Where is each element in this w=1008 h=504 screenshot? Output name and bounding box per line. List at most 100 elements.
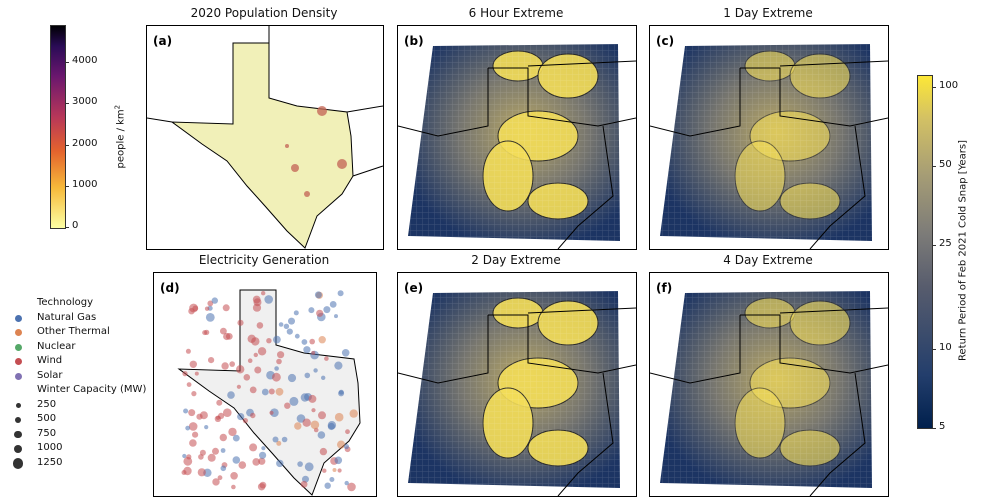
power-plant-marker: [283, 323, 290, 329]
power-plant-marker: [189, 360, 197, 368]
state-borders: [650, 307, 888, 496]
power-plant-marker: [207, 300, 214, 307]
power-plant-marker: [309, 338, 315, 345]
power-plant-marker: [188, 409, 196, 417]
legend-size-marker: [15, 403, 21, 408]
power-plant-marker: [232, 456, 241, 464]
power-plant-marker: [250, 412, 256, 419]
legend-entry: 250: [37, 398, 57, 410]
power-plant-marker: [223, 332, 231, 341]
power-plant-marker: [293, 310, 299, 316]
power-plant-marker: [223, 408, 232, 417]
power-plant-marker: [341, 349, 350, 357]
power-plant-marker: [183, 408, 189, 414]
map-panel-f: (f): [649, 272, 889, 497]
power-plant-marker: [288, 317, 295, 325]
power-plant-marker: [318, 336, 326, 344]
power-plant-marker: [301, 339, 308, 345]
colorbar-tick-label: 10: [939, 342, 952, 353]
power-plant-marker: [236, 365, 245, 374]
map-panel-e: (e): [397, 272, 637, 497]
power-plant-marker: [308, 307, 315, 314]
power-plant-marker: [253, 352, 258, 358]
power-plant-marker: [268, 388, 275, 395]
power-plant-marker: [281, 436, 288, 443]
power-plant-marker: [252, 458, 260, 466]
power-plant-marker: [327, 422, 335, 431]
legend-entry: 750: [37, 427, 57, 439]
power-plant-marker: [189, 439, 197, 447]
power-plant-marker: [311, 408, 316, 413]
legend-entry: Wind: [37, 355, 63, 366]
urban-density-spot: [337, 159, 347, 169]
power-plant-marker: [197, 468, 206, 477]
power-plant-marker: [222, 304, 230, 312]
colorbar-tick-label: 0: [72, 220, 79, 231]
legend-marker-other-thermal: [15, 329, 22, 336]
power-plant-marker: [278, 322, 284, 327]
power-plant-marker: [337, 468, 342, 473]
panel-title-f: 4 Day Extreme: [723, 253, 813, 267]
legend-size-marker: [13, 444, 23, 454]
power-plant-marker: [347, 482, 356, 492]
power-plant-marker: [276, 459, 284, 468]
state-borders: [398, 60, 636, 249]
power-plant-marker: [261, 291, 266, 296]
power-plant-marker: [329, 301, 337, 308]
colorbar-tick: [66, 186, 69, 187]
power-plant-marker: [264, 295, 273, 304]
power-plant-marker: [220, 327, 227, 335]
power-plant-marker: [182, 453, 187, 459]
power-plant-marker: [229, 361, 235, 367]
power-plant-marker: [294, 422, 302, 430]
legend-entry: Natural Gas: [37, 311, 97, 323]
urban-density-spot: [285, 144, 289, 148]
power-plant-marker: [324, 356, 329, 361]
power-plant-marker: [313, 368, 318, 373]
power-plant-marker: [300, 480, 308, 488]
power-plant-marker: [192, 305, 199, 312]
colorbar-tick-label: 25: [939, 238, 952, 249]
power-plant-marker: [247, 334, 256, 343]
power-plant-marker: [205, 313, 215, 322]
power-plant-marker: [332, 468, 337, 472]
colorbar-tick: [933, 87, 936, 88]
power-plant-marker: [270, 408, 279, 417]
power-plant-marker: [212, 478, 220, 486]
panel-label-b: (b): [404, 34, 424, 48]
power-plant-marker: [253, 298, 262, 307]
power-plant-marker: [217, 475, 223, 481]
panel-label-f: (f): [656, 281, 673, 295]
colorbar-tick: [933, 428, 936, 429]
colorbar-tick-label: 1000: [72, 179, 98, 190]
power-plant-marker: [208, 357, 215, 364]
map-panel-a: (a): [146, 25, 384, 250]
power-plant-marker: [249, 386, 257, 394]
state-borders: [147, 26, 383, 177]
power-plant-marker: [220, 465, 227, 472]
power-plant-marker: [316, 309, 324, 317]
population-colorbar-label: people / km2: [113, 104, 127, 169]
power-plant-marker: [185, 348, 191, 354]
power-plant-marker: [286, 328, 293, 335]
return-period-colorbar-label: Return Period of Feb 2021 Cold Snap [Yea…: [957, 140, 969, 361]
power-plant-marker: [259, 451, 267, 459]
power-plant-marker: [194, 371, 199, 376]
power-plant-marker: [338, 389, 344, 395]
colorbar-tick: [66, 145, 69, 146]
power-plant-marker: [192, 431, 199, 438]
legend-entry: Solar: [37, 369, 63, 381]
map-panel-b: (b): [397, 25, 637, 250]
colorbar-tick: [66, 103, 69, 104]
panel-title-e: 2 Day Extreme: [471, 253, 561, 267]
legend-marker-wind: [15, 358, 22, 365]
power-plant-marker: [300, 393, 310, 402]
legend-marker-solar: [15, 372, 22, 380]
power-plant-marker: [294, 333, 300, 339]
urban-density-spot: [317, 106, 327, 116]
power-plant-marker: [308, 394, 317, 403]
power-plant-marker: [302, 418, 311, 427]
power-plant-marker: [349, 409, 358, 418]
urban-density-spot: [291, 164, 299, 172]
power-plant-marker: [272, 436, 279, 443]
